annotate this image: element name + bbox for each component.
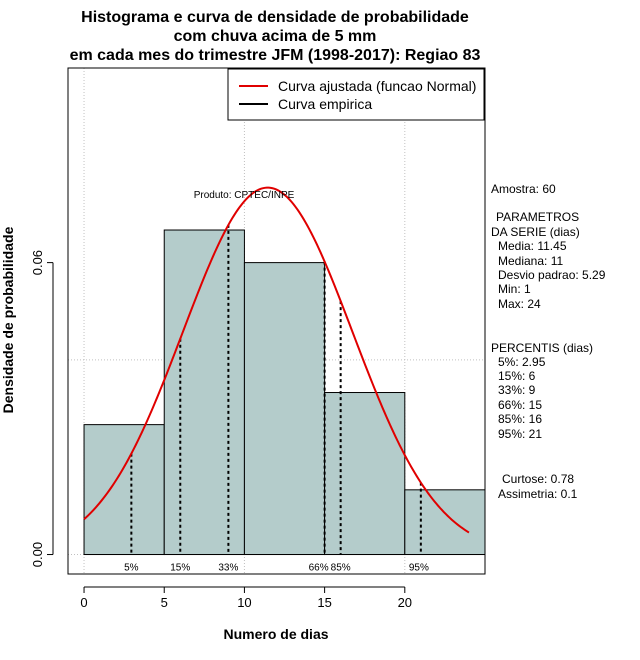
curve-layer (83, 186, 470, 534)
stat-mediana: Mediana: 11 (498, 254, 563, 268)
legend-box (227, 68, 485, 121)
x-tick-label: 15 (317, 595, 331, 610)
bar-layer (83, 229, 486, 556)
stat-media: Media: 11.45 (498, 239, 567, 253)
percentile-marker-label: 85% (331, 563, 351, 574)
legend: Curva ajustada (funcao Normal) Curva emp… (227, 68, 485, 121)
stat-params-title-2: DA SERIE (dias) (491, 225, 580, 239)
y-tick-label: 0.00 (30, 542, 45, 567)
y-axis-label: Densidade de probabilidade (0, 226, 16, 413)
stats-panel: Amostra: 60 PARAMETROS DA SERIE (dias) M… (491, 182, 606, 501)
percentile-marker-label: 66% (309, 563, 329, 574)
stat-curtose: Curtose: 0.78 (502, 472, 574, 486)
histogram-bar (404, 489, 486, 556)
x-tick-label: 0 (80, 595, 87, 610)
stat-percentis-title: PERCENTIS (dias) (491, 341, 593, 355)
percentile-marker-label: 15% (170, 563, 190, 574)
histogram-bar (324, 392, 406, 556)
histogram-bar (243, 262, 326, 556)
stat-p66: 66%: 15 (498, 398, 542, 412)
stat-assimetria: Assimetria: 0.1 (498, 487, 578, 501)
plot-frame (67, 67, 486, 575)
chart-title-line-2: com chuva acima de 5 mm (174, 28, 377, 45)
axis-layer: 0 5 10 15 20 0.00 0.06 (30, 250, 412, 610)
x-tick-label: 5 (161, 595, 168, 610)
stat-desvio: Desvio padrao: 5.29 (498, 268, 606, 282)
percentile-marker-label: 33% (218, 563, 238, 574)
product-annotation: Produto: CPTEC/INPE (194, 190, 295, 201)
stat-p85: 85%: 16 (498, 412, 542, 426)
stat-p5: 5%: 2.95 (498, 355, 546, 369)
percentile-marker-layer: 5% 15% 33% 66% 85% 95% (124, 224, 429, 574)
percentile-marker-label: 5% (124, 563, 139, 574)
percentile-marker-label: 95% (409, 563, 429, 574)
x-tick-label: 10 (237, 595, 251, 610)
stat-params-title-1: PARAMETROS (496, 210, 579, 224)
stat-min: Min: 1 (498, 282, 531, 296)
stat-amostra: Amostra: 60 (491, 182, 556, 196)
chart-title-line-3: em cada mes do trimestre JFM (1998-2017)… (70, 47, 481, 64)
x-axis-label: Numero de dias (223, 626, 328, 642)
histogram-bar (83, 424, 165, 556)
y-tick-label: 0.06 (30, 250, 45, 275)
histogram-bar (163, 229, 245, 556)
legend-label-empirical: Curva empirica (278, 96, 372, 112)
normal-curve (83, 186, 470, 534)
stat-p33: 33%: 9 (498, 383, 536, 397)
stat-p15: 15%: 6 (498, 369, 536, 383)
x-tick-label: 20 (398, 595, 412, 610)
stat-max: Max: 24 (498, 297, 541, 311)
stat-p95: 95%: 21 (498, 427, 542, 441)
legend-label-normal: Curva ajustada (funcao Normal) (278, 78, 476, 94)
chart-title-line-1: Histograma e curva de densidade de proba… (81, 9, 469, 26)
